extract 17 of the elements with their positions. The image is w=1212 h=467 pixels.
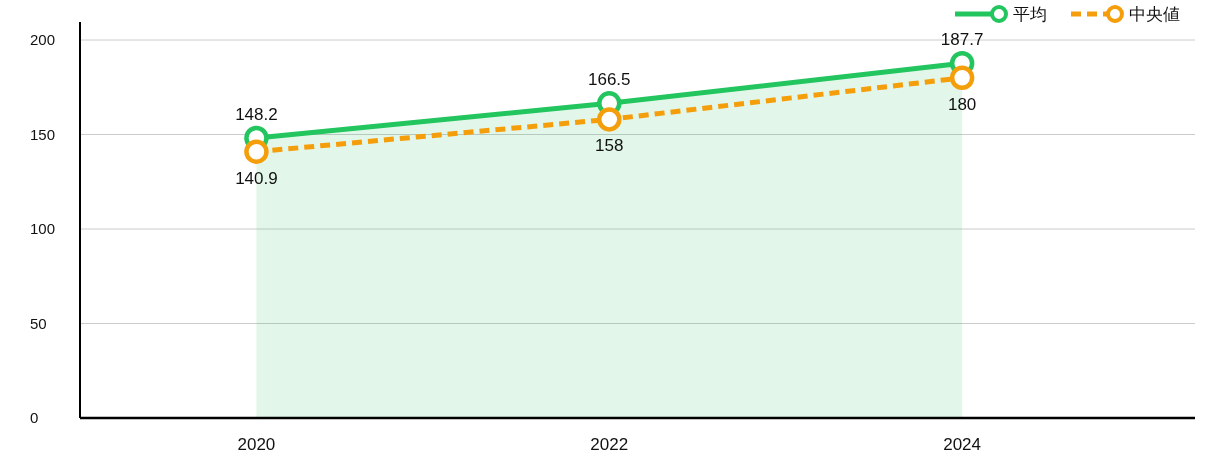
point xyxy=(244,139,269,164)
data-label: 180 xyxy=(947,94,977,114)
data-label: 148.2 xyxy=(235,104,278,124)
y-tick-label: 100 xyxy=(30,220,56,237)
data-label: 166.5 xyxy=(588,70,631,90)
data-label: 140.9 xyxy=(235,168,278,188)
x-tick-label: 2024 xyxy=(943,435,982,454)
y-tick-label: 150 xyxy=(30,125,56,143)
data-label: 158 xyxy=(595,136,624,156)
legend-label: 中央値 xyxy=(1129,5,1180,24)
y-tick-label: 0 xyxy=(30,409,39,426)
y-tick-label: 200 xyxy=(30,31,56,48)
legend-label: 平均 xyxy=(1013,5,1047,24)
y-tick-label: 50 xyxy=(30,314,47,332)
x-tick-label: 2020 xyxy=(237,435,276,454)
data-label: 187.7 xyxy=(940,30,984,50)
x-tick-label: 2022 xyxy=(590,435,629,454)
